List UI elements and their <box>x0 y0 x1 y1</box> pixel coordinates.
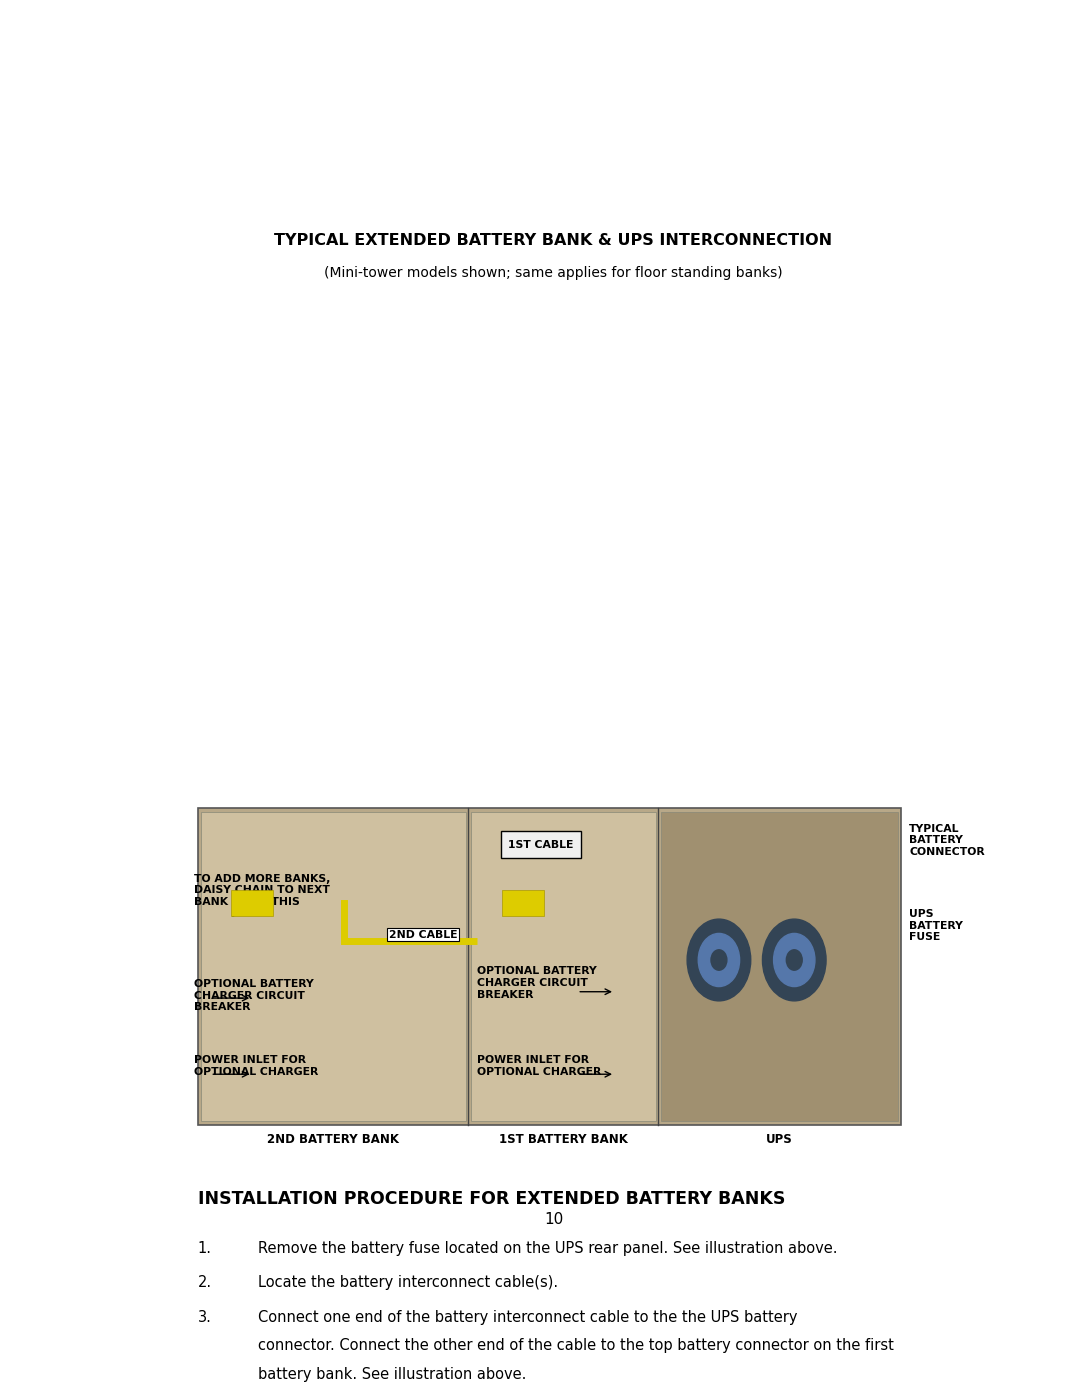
Text: INSTALLATION PROCEDURE FOR EXTENDED BATTERY BANKS: INSTALLATION PROCEDURE FOR EXTENDED BATT… <box>198 1189 785 1207</box>
Circle shape <box>762 919 826 1000</box>
FancyBboxPatch shape <box>502 890 544 915</box>
Text: POWER INLET FOR
OPTIONAL CHARGER: POWER INLET FOR OPTIONAL CHARGER <box>477 1055 602 1077</box>
Text: TO ADD MORE BANKS,
DAISY CHAIN TO NEXT
BANK FROM THIS: TO ADD MORE BANKS, DAISY CHAIN TO NEXT B… <box>193 873 330 916</box>
Text: 3.: 3. <box>198 1309 212 1324</box>
Text: 10: 10 <box>544 1213 563 1227</box>
Text: UPS
BATTERY
FUSE: UPS BATTERY FUSE <box>909 909 963 943</box>
Text: Connect one end of the battery interconnect cable to the the UPS battery: Connect one end of the battery interconn… <box>258 1309 797 1324</box>
FancyBboxPatch shape <box>201 812 465 1120</box>
Text: Remove the battery fuse located on the UPS rear panel. See illustration above.: Remove the battery fuse located on the U… <box>258 1241 837 1256</box>
FancyBboxPatch shape <box>198 807 901 1125</box>
Circle shape <box>786 950 802 970</box>
Circle shape <box>687 919 751 1000</box>
Text: battery bank. See illustration above.: battery bank. See illustration above. <box>258 1368 526 1382</box>
Text: TYPICAL
BATTERY
CONNECTOR: TYPICAL BATTERY CONNECTOR <box>909 824 985 856</box>
Text: 1ST CABLE: 1ST CABLE <box>509 840 573 851</box>
Text: Locate the battery interconnect cable(s).: Locate the battery interconnect cable(s)… <box>258 1275 558 1291</box>
Text: OPTIONAL BATTERY
CHARGER CIRCUIT
BREAKER: OPTIONAL BATTERY CHARGER CIRCUIT BREAKER <box>477 967 596 999</box>
Circle shape <box>773 933 815 986</box>
Text: 1.: 1. <box>198 1241 212 1256</box>
Text: TYPICAL EXTENDED BATTERY BANK & UPS INTERCONNECTION: TYPICAL EXTENDED BATTERY BANK & UPS INTE… <box>274 233 833 249</box>
Text: 2ND CABLE: 2ND CABLE <box>389 929 457 940</box>
Text: (Mini-tower models shown; same applies for floor standing banks): (Mini-tower models shown; same applies f… <box>324 265 783 279</box>
Text: POWER INLET FOR
OPTIONAL CHARGER: POWER INLET FOR OPTIONAL CHARGER <box>193 1055 318 1077</box>
Text: 2ND BATTERY BANK: 2ND BATTERY BANK <box>267 1133 400 1146</box>
Text: 2.: 2. <box>198 1275 212 1291</box>
Text: 1ST BATTERY BANK: 1ST BATTERY BANK <box>499 1133 627 1146</box>
FancyBboxPatch shape <box>471 812 656 1120</box>
Text: UPS: UPS <box>766 1133 793 1146</box>
Text: OPTIONAL BATTERY
CHARGER CIRCUIT
BREAKER: OPTIONAL BATTERY CHARGER CIRCUIT BREAKER <box>193 979 313 1013</box>
Circle shape <box>699 933 740 986</box>
FancyBboxPatch shape <box>661 812 897 1120</box>
Circle shape <box>711 950 727 970</box>
FancyBboxPatch shape <box>231 890 273 915</box>
Text: connector. Connect the other end of the cable to the top battery connector on th: connector. Connect the other end of the … <box>258 1338 894 1354</box>
FancyBboxPatch shape <box>501 831 581 858</box>
